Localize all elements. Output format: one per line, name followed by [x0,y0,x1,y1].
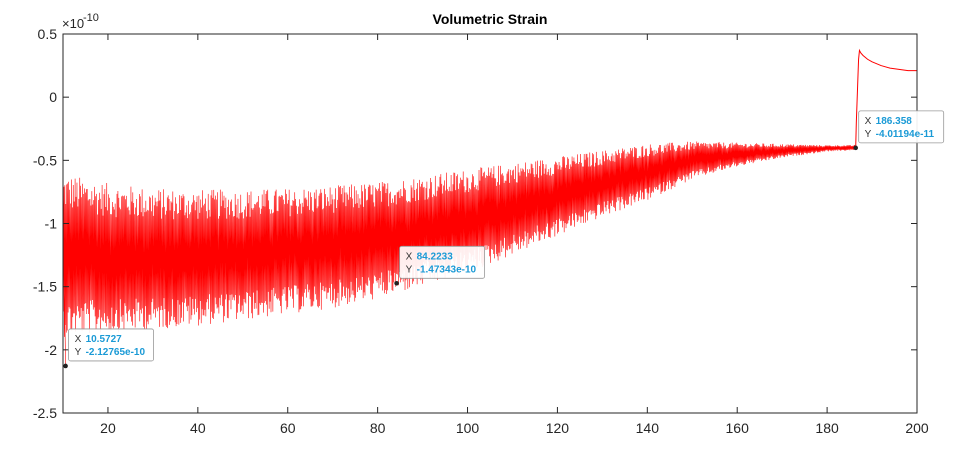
x-tick-label: 100 [456,420,480,436]
series-tail-line [853,48,917,150]
x-tick-label: 120 [546,420,570,436]
data-tip-marker [853,145,858,151]
y-tick-label: -2.5 [33,405,57,421]
y-tick-label: 0.5 [38,26,58,42]
y-tick-label: -1.5 [33,279,57,295]
x-tick-label: 80 [370,420,386,436]
data-tip-y-key: Y [406,264,413,275]
data-tip: X 186.358 Y -4.01194e-11 [853,110,945,151]
y-exponent-base: ×10 [62,16,84,31]
data-tip-x-key: X [75,334,82,345]
x-tick-label: 60 [280,420,296,436]
data-tip: X 84.2233 Y -1.47343e-10 [394,245,486,286]
data-tip-x-value: 84.2233 [417,251,454,262]
data-tip: X 10.5727 Y -2.12765e-10 [63,328,154,369]
series-oscillation-line [62,141,855,366]
y-tick-label: 0 [49,89,57,105]
x-tick-label: 20 [100,420,116,436]
data-tip-marker [63,363,68,369]
data-tip-x-key: X [406,251,413,262]
chart-title: Volumetric Strain [433,11,548,27]
x-tick-label: 200 [905,420,929,436]
data-tip-x-value: 186.358 [876,116,913,127]
data-tip-y-value: -2.12765e-10 [86,347,146,358]
data-tips-layer: X 10.5727 Y -2.12765e-10 X 84.2233 Y -1.47343e-… [63,110,945,369]
data-tip-y-key: Y [75,347,82,358]
x-tick-label: 140 [636,420,660,436]
series-layer [62,48,917,366]
y-tick-label: -2 [45,342,58,358]
y-tick-label: -1 [45,216,58,232]
data-tip-x-key: X [865,116,872,127]
x-tick-label: 160 [726,420,750,436]
data-tip-box [858,110,945,144]
data-tip-y-key: Y [865,129,872,140]
data-tip-y-value: -4.01194e-11 [876,129,935,140]
data-tip-box [399,245,486,279]
ticks-layer: 20 40 60 80 100 120 140 160 180 200 0.5 0 -0.5 -1 -1.5… [33,26,929,436]
y-exponent-power: -10 [83,12,99,24]
data-tip-x-value: 10.5727 [86,334,123,345]
data-tip-y-value: -1.47343e-10 [417,264,477,275]
x-tick-label: 40 [190,420,206,436]
x-tick-label: 180 [815,420,839,436]
data-tip-marker [394,281,399,286]
y-exponent-label: ×10 -10 [62,12,99,31]
y-tick-label: -0.5 [33,152,57,168]
data-tip-box [68,328,154,362]
